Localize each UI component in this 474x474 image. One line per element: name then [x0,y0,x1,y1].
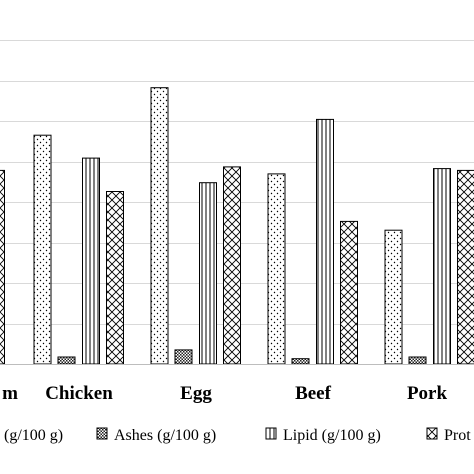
bar-chicken-series-3 [82,157,100,365]
bar-egg-series-4 [223,166,241,365]
legend-swatch-series-2 [96,427,108,440]
bar-pork-series-2 [408,356,427,365]
legend-label-series-2: Ashes (g/100 g) [114,427,216,444]
bar-beef-series-4 [340,220,358,365]
category-label-egg: Egg [180,383,212,404]
bar-pork-series-4 [457,169,474,365]
category-label-pork: Pork [407,383,448,404]
bar-beef-series-3 [316,118,334,365]
legend-label-series-1: (g/100 g) [4,427,63,444]
bar-egg-series-3 [199,182,217,365]
bar-egg-series-2 [174,349,193,365]
bar-chicken-series-1 [33,134,52,365]
bar-pork-series-3 [433,168,451,365]
category-labels: m Chicken Egg Beef Pork [2,383,447,404]
bar-pork-series-1 [384,229,403,365]
bar-egg-series-1 [150,87,169,365]
legend-swatch-series-3 [265,427,277,440]
bar-beef-series-1 [267,173,286,365]
bar-beef-series-2 [291,358,310,365]
bar-ham-series-4 [0,169,5,365]
bar-chicken-series-2 [57,356,76,365]
legend-label-series-3: Lipid (g/100 g) [283,427,381,444]
category-label-ham: m [2,383,18,404]
bars [0,87,474,365]
category-label-chicken: Chicken [45,383,113,404]
bar-chicken-series-4 [106,191,124,365]
category-label-beef: Beef [295,383,332,404]
legend-swatch-series-4 [426,427,438,440]
legend-label-series-4: Prot [444,427,471,444]
legend: (g/100 g) Ashes (g/100 g) Lipid (g/100 g) P… [4,427,471,444]
